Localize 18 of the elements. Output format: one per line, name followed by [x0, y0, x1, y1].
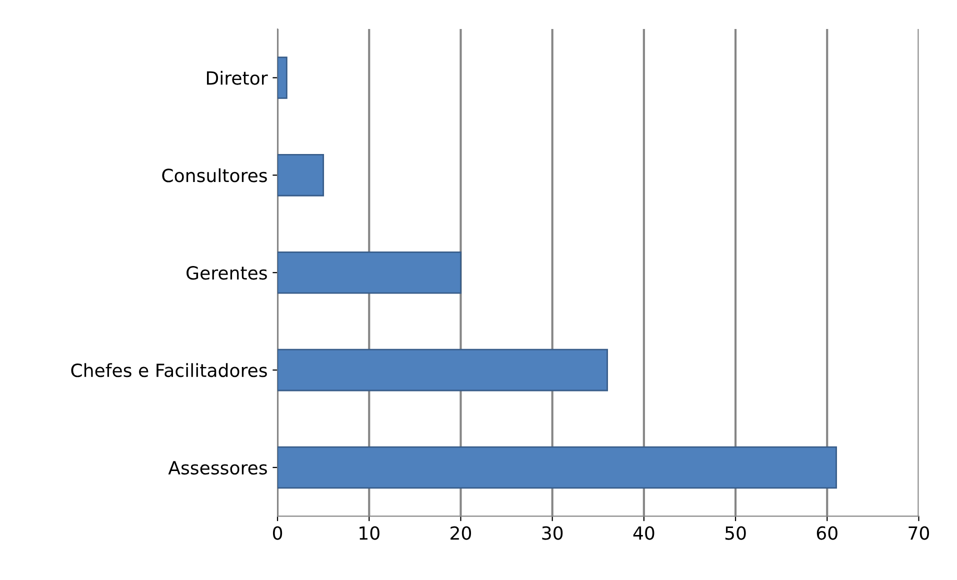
x-tick-label: 40 [633, 526, 654, 540]
y-tick-label: Assessores [168, 461, 267, 475]
x-tick-label: 10 [360, 526, 380, 540]
bar [278, 56, 288, 99]
y-tick-label: Consultores [162, 168, 267, 182]
y-tick-label: Chefes e Facilitadores [71, 363, 267, 378]
bar [278, 154, 324, 196]
bar [278, 348, 608, 392]
x-tick-label: 0 [272, 526, 282, 540]
bar [278, 251, 462, 294]
x-tick-label: 30 [542, 526, 563, 540]
y-tick-label: Gerentes [186, 266, 267, 280]
bar [278, 446, 837, 489]
x-tick-label: 60 [816, 526, 838, 540]
x-tick-label: 50 [725, 526, 746, 540]
y-tick-label: Diretor [206, 70, 268, 85]
x-tick-label: 20 [450, 526, 472, 540]
x-tick-label: 70 [908, 526, 930, 540]
